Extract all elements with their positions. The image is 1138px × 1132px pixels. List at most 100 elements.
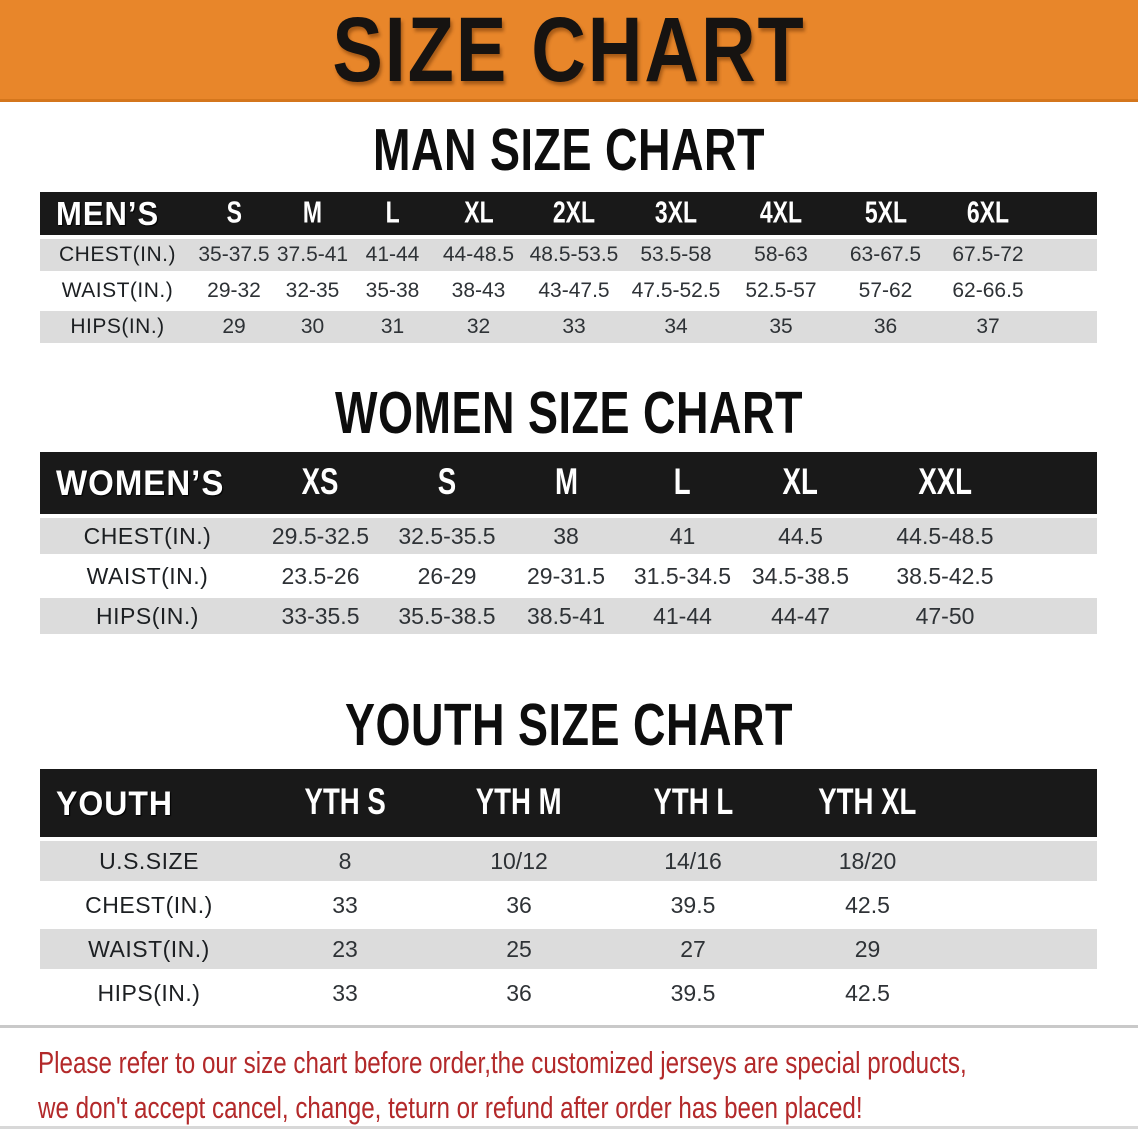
size-value: 47.5-52.5 [631, 279, 721, 302]
table-title-cell: YOUTH [40, 769, 258, 837]
header-row: YOUTH YTH S YTH M YTH L YTH XL [40, 769, 1097, 837]
column-header: M [508, 452, 624, 514]
table-row: WAIST(IN.) 23 25 27 29 [40, 929, 1097, 969]
column-header: XXL [860, 452, 1030, 514]
size-value: 48.5-53.5 [529, 243, 619, 266]
size-value: 34.5-38.5 [751, 562, 850, 589]
size-value: 43-47.5 [538, 279, 610, 302]
size-value: 42.5 [845, 891, 890, 918]
disclaimer-text: Please refer to our size chart before or… [38, 1040, 1138, 1130]
header-label: L [385, 195, 400, 230]
column-header: YTH S [258, 769, 432, 837]
size-value: 23 [332, 935, 358, 962]
size-value: 53.5-58 [640, 243, 712, 266]
size-value: 67.5-72 [952, 243, 1024, 266]
column-header: L [624, 452, 741, 514]
size-value: 63-67.5 [849, 243, 922, 266]
column-header: XL [433, 192, 524, 235]
size-value: 47-50 [915, 602, 975, 629]
column-header: L [352, 192, 433, 235]
column-header: M [273, 192, 352, 235]
filler-cell [1030, 598, 1097, 634]
header-label: WOMEN’S [56, 462, 225, 503]
size-value: 41-44 [365, 243, 420, 266]
table-row: HIPS(IN.) 29 30 31 32 33 34 35 36 37 [40, 311, 1097, 343]
table-row: HIPS(IN.) 33 36 39.5 42.5 [40, 973, 1097, 1013]
size-value: 32-35 [285, 279, 340, 302]
column-header: YTH M [432, 769, 606, 837]
column-header: S [386, 452, 508, 514]
header-label: YTH L [653, 782, 733, 823]
filler-cell [955, 973, 1097, 1013]
size-value: 14/16 [664, 847, 722, 874]
size-value: 38 [553, 522, 579, 549]
womens-size-table: WOMEN’S XS S M L XL XXL CHEST(IN.) 29.5-32.5 32.5… [40, 448, 1097, 638]
header-label: 4XL [759, 195, 803, 230]
filler-cell [955, 929, 1097, 969]
size-value: 35.5-38.5 [398, 602, 496, 629]
header-label: XXL [918, 462, 972, 503]
size-value: 34 [664, 315, 688, 338]
banner-title: SIZE CHART [332, 0, 806, 101]
row-label: CHEST(IN.) [59, 243, 176, 266]
table-row: WAIST(IN.) 29-32 32-35 35-38 38-43 43-47.5 47.… [40, 275, 1097, 307]
header-label: XS [302, 462, 339, 503]
size-value: 58-63 [754, 243, 808, 266]
header-label: XL [782, 462, 819, 503]
size-value: 35 [769, 315, 793, 338]
women-size-chart-heading: WOMEN SIZE CHART [335, 378, 803, 446]
bottom-divider-line [0, 1126, 1138, 1129]
size-value: 41-44 [653, 602, 712, 629]
filler-cell [1039, 239, 1097, 271]
divider-line [0, 1025, 1138, 1028]
row-label: WAIST(IN.) [61, 279, 174, 302]
header-label: YOUTH [56, 783, 173, 822]
size-value: 38.5-41 [526, 602, 605, 629]
size-value: 33-35.5 [281, 602, 360, 629]
size-value: 32.5-35.5 [398, 522, 496, 549]
size-value: 36 [506, 979, 532, 1006]
size-value: 37 [976, 315, 1000, 338]
size-value: 29-31.5 [526, 562, 605, 589]
size-value: 44-48.5 [442, 243, 515, 266]
filler-cell [955, 769, 1097, 837]
table-title-cell: WOMEN’S [40, 452, 255, 514]
man-section-heading-wrap: MAN SIZE CHART [0, 116, 1138, 183]
size-value: 36 [506, 891, 532, 918]
size-value: 29.5-32.5 [271, 522, 370, 549]
header-label: MEN’S [56, 194, 160, 232]
column-header: 3XL [624, 192, 728, 235]
row-label: CHEST(IN.) [83, 522, 212, 549]
size-value: 18/20 [838, 847, 897, 874]
table-row: CHEST(IN.) 29.5-32.5 32.5-35.5 38 41 44.5 44.5… [40, 518, 1097, 554]
size-value: 42.5 [845, 979, 890, 1006]
size-value: 39.5 [670, 891, 716, 918]
size-value: 31 [380, 315, 405, 338]
header-label: XL [463, 195, 494, 230]
size-value: 29-32 [207, 279, 261, 302]
table-row: U.S.SIZE 8 10/12 14/16 18/20 [40, 841, 1097, 881]
column-header: 2XL [524, 192, 624, 235]
size-value: 38.5-42.5 [896, 562, 994, 589]
filler-cell [1030, 558, 1097, 594]
size-value: 35-38 [365, 279, 420, 302]
size-value: 37.5-41 [276, 243, 349, 266]
size-value: 41 [669, 522, 696, 549]
size-value: 57-62 [858, 279, 913, 302]
table-title-cell: MEN’S [40, 192, 195, 235]
size-value: 38-43 [451, 279, 506, 302]
size-value: 26-29 [417, 562, 477, 589]
column-header: YTH L [606, 769, 780, 837]
size-value: 44.5 [778, 522, 823, 549]
filler-cell [1039, 275, 1097, 307]
filler-cell [1030, 452, 1097, 514]
table-row: WAIST(IN.) 23.5-26 26-29 29-31.5 31.5-34.5 34… [40, 558, 1097, 594]
size-value: 39.5 [670, 979, 716, 1006]
header-label: 2XL [552, 195, 596, 230]
size-value: 35-37.5 [198, 243, 270, 266]
disclaimer-line-2: we don't accept cancel, change, teturn o… [38, 1090, 863, 1125]
size-value: 23.5-26 [281, 562, 360, 589]
row-label: WAIST(IN.) [88, 935, 210, 962]
filler-cell [1030, 518, 1097, 554]
row-label: HIPS(IN.) [96, 602, 199, 629]
